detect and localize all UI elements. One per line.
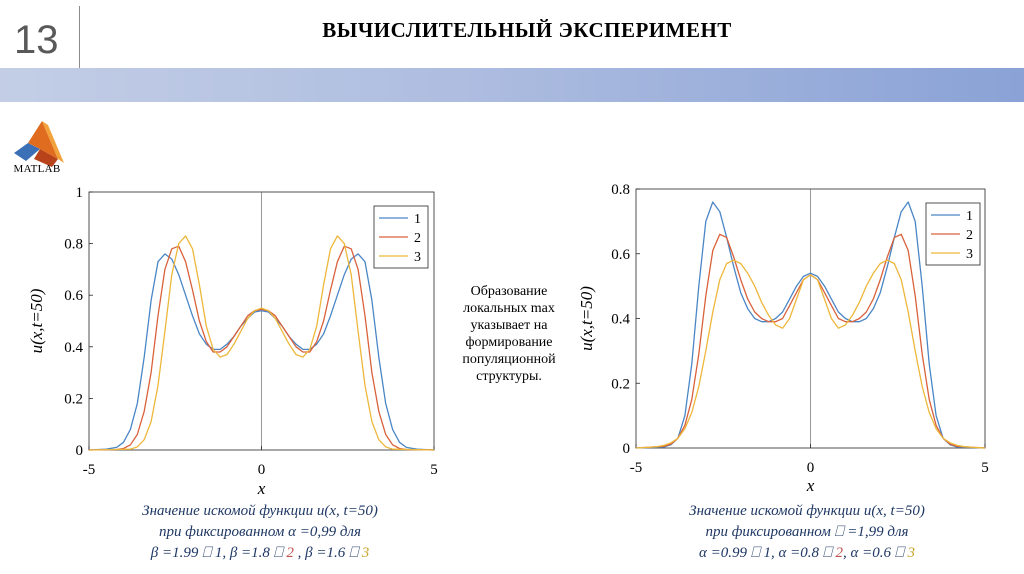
x-tick-label: -5 xyxy=(630,460,643,476)
y-tick-label: 0.4 xyxy=(64,340,83,356)
caption-text: , α =0.8 ⎕ xyxy=(771,545,836,561)
caption-line: Значение искомой функции u(x, t=50) xyxy=(689,503,925,519)
caption-line: α =0.99 ⎕ 1, α =0.8 ⎕ 2, α =0.6 ⎕ 3 xyxy=(622,543,992,564)
legend-label: 1 xyxy=(966,209,973,224)
caption-line: при фиксированном ⎕ =1,99 для xyxy=(705,524,909,540)
legend-label: 1 xyxy=(414,212,421,227)
y-tick-label: 0.6 xyxy=(611,247,630,263)
series-line-3 xyxy=(88,235,435,451)
x-axis-label: x xyxy=(257,479,266,498)
y-tick-label: 0.4 xyxy=(611,312,630,328)
caption-text: β =1.99 ⎕ xyxy=(150,545,215,561)
legend-label: 3 xyxy=(414,250,421,265)
divider-line xyxy=(79,6,80,68)
caption-line: β =1.99 ⎕ 1, β =1.8 ⎕ 2 , β =1.6 ⎕ 3 xyxy=(80,543,440,564)
series-line-3 xyxy=(635,259,986,449)
note-line: популяционной xyxy=(462,352,556,367)
plot-area xyxy=(635,188,986,449)
caption-left: Значение искомой функции u(x, t=50) при … xyxy=(80,501,440,564)
caption-series-3: 3 xyxy=(361,545,370,561)
note-line: указывает на xyxy=(470,318,548,333)
caption-series-1: 1 xyxy=(763,545,772,561)
legend-label: 2 xyxy=(966,228,973,243)
note-line: Образование xyxy=(470,284,548,299)
caption-series-2: 2 xyxy=(835,545,844,561)
x-tick-label: 5 xyxy=(430,462,438,478)
y-tick-label: 0 xyxy=(623,441,631,457)
caption-series-2: 2 xyxy=(286,545,294,561)
legend xyxy=(373,205,429,269)
y-tick-label: 1 xyxy=(76,185,84,201)
title-banner xyxy=(0,68,1024,102)
plot-area xyxy=(88,191,435,451)
caption-right: Значение искомой функции u(x, t=50) при … xyxy=(622,501,992,564)
annotation-note: Образование локальных max указывает на ф… xyxy=(450,283,568,385)
series-line-2 xyxy=(635,233,986,449)
caption-text: , β =1.6 ⎕ xyxy=(293,545,362,561)
caption-text: , α =0.6 ⎕ xyxy=(843,545,908,561)
caption-series-3: 3 xyxy=(907,545,916,561)
legend-label: 2 xyxy=(414,231,421,246)
caption-text: , β =1.8 ⎕ xyxy=(222,545,287,561)
y-tick-label: 0.2 xyxy=(611,376,630,392)
series-line-1 xyxy=(635,201,986,449)
slide-title: ВЫЧИСЛИТЕЛЬНЫЙ ЭКСПЕРИМЕНТ xyxy=(322,18,732,42)
legend xyxy=(925,202,981,266)
y-tick-label: 0.8 xyxy=(64,237,83,253)
caption-line: при фиксированном α =0,99 для xyxy=(159,524,361,540)
note-line: локальных max xyxy=(463,301,555,316)
logo-label: MATLAB xyxy=(13,163,61,175)
y-axis-label: u(x,t=50) xyxy=(27,288,46,353)
slide-number: 13 xyxy=(14,18,59,62)
y-tick-label: 0 xyxy=(76,443,84,459)
note-line: структуры. xyxy=(476,369,542,384)
x-tick-label: 5 xyxy=(981,460,989,476)
caption-text: α =0.99 ⎕ xyxy=(699,545,764,561)
caption-series-1: 1 xyxy=(214,545,223,561)
x-tick-label: -5 xyxy=(83,462,96,478)
y-tick-label: 0.8 xyxy=(611,182,630,198)
x-tick-label: 0 xyxy=(258,462,266,478)
series-line-2 xyxy=(88,245,435,451)
x-tick-label: 0 xyxy=(807,460,815,476)
y-tick-label: 0.2 xyxy=(64,391,83,407)
caption-line: Значение искомой функции u(x, t=50) xyxy=(142,503,378,519)
note-line: формирование xyxy=(465,335,553,350)
y-axis-label: u(x,t=50) xyxy=(577,286,596,351)
x-axis-label: x xyxy=(806,476,815,495)
y-tick-label: 0.6 xyxy=(64,288,83,304)
legend-label: 3 xyxy=(966,247,973,262)
series-line-1 xyxy=(88,253,435,451)
matlab-logo-icon xyxy=(14,121,64,167)
